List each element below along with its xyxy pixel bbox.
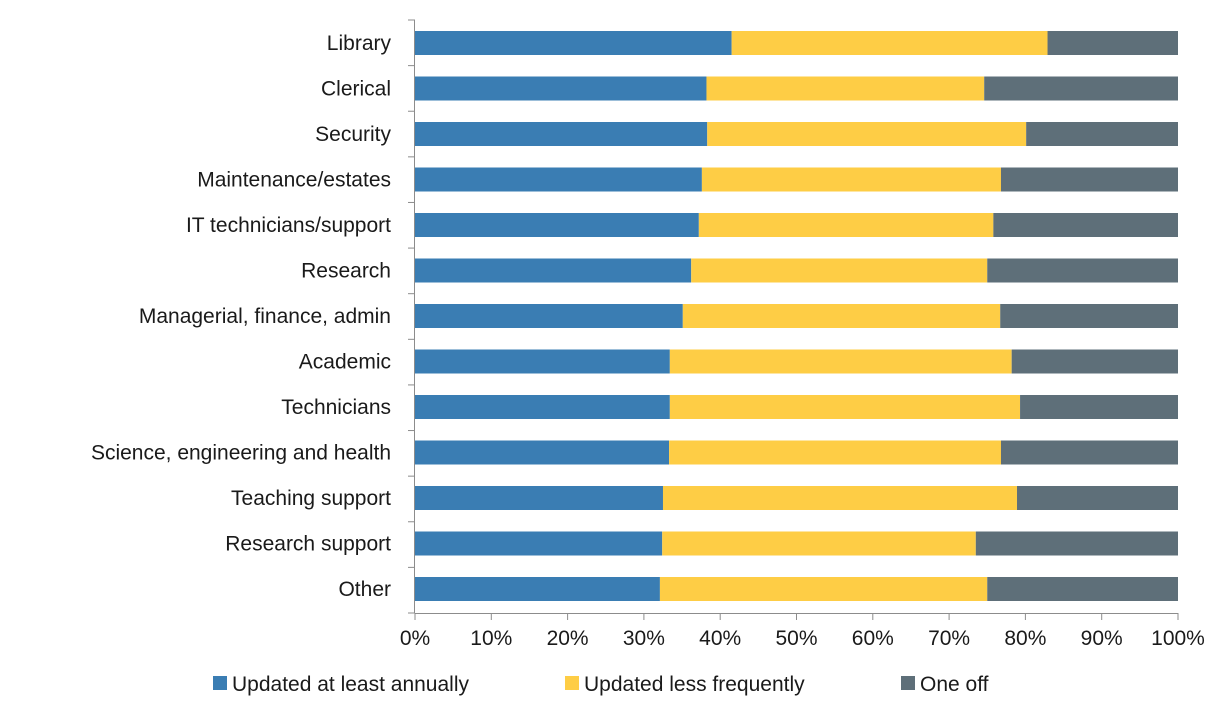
bar-segment (415, 122, 708, 146)
legend-swatch (565, 676, 579, 690)
x-tick-label: 10% (470, 627, 512, 650)
x-tick-label: 60% (852, 627, 894, 650)
bar-segment (987, 258, 1178, 283)
bar-segment (415, 395, 670, 419)
legend-label: Updated less frequently (584, 673, 805, 696)
x-tick-label: 80% (1004, 627, 1046, 650)
bar-segment (415, 349, 670, 374)
category-label: Academic (299, 351, 391, 374)
legend-swatch (901, 676, 915, 690)
bar-segment (1017, 486, 1178, 510)
bar-segment (698, 213, 994, 237)
bar-segment (415, 531, 663, 556)
x-tick-label: 100% (1151, 627, 1205, 650)
bar-segment (415, 213, 699, 237)
category-label: Managerial, finance, admin (139, 305, 391, 328)
x-tick-label: 40% (699, 627, 741, 650)
bar-segment (1000, 440, 1178, 465)
bar-segment (975, 531, 1178, 556)
x-tick-label: 50% (775, 627, 817, 650)
bar-segment (415, 167, 702, 192)
category-label: Library (327, 32, 392, 55)
category-label: Research (301, 260, 391, 283)
bar-segment (731, 31, 1048, 55)
category-label: IT technicians/support (186, 214, 391, 237)
bar-segment (415, 258, 692, 283)
bar-segment (415, 76, 707, 101)
category-label: Research support (225, 533, 391, 556)
x-tick-label: 90% (1081, 627, 1123, 650)
bar-segment (669, 440, 1001, 465)
bar-segment (987, 577, 1178, 601)
category-labels: Library Clerical Security Maintenance/estat… (91, 32, 392, 601)
bar-segment (415, 31, 732, 55)
axes-group (408, 19, 1179, 620)
bar-segment (415, 304, 683, 328)
legend-swatch (213, 676, 227, 690)
x-tick-label: 20% (547, 627, 589, 650)
bar-segment (1047, 31, 1178, 55)
bar-segment (701, 167, 1001, 192)
x-tick-label: 0% (400, 627, 430, 650)
bar-segment (1026, 122, 1178, 146)
legend: Updated at least annually Updated less fr… (213, 673, 989, 696)
bar-segment (1020, 395, 1178, 419)
x-tick-labels: 0% 10% 20% 30% 40% 50% 60% 70% 80% 90% 100% (400, 627, 1205, 650)
bar-segment (1011, 349, 1178, 374)
category-label: Maintenance/estates (197, 169, 391, 192)
category-label: Teaching support (231, 487, 391, 510)
bar-segment (706, 76, 985, 101)
category-label: Other (338, 578, 391, 601)
x-tick-label: 30% (623, 627, 665, 650)
legend-label: Updated at least annually (232, 673, 469, 696)
bar-segment (669, 349, 1012, 374)
bar-segment (662, 531, 976, 556)
bar-segment (1000, 167, 1178, 192)
bar-segment (707, 122, 1027, 146)
bar-segment (993, 213, 1178, 237)
bar-segment (415, 440, 670, 465)
bar-segment (1000, 304, 1178, 328)
bars-group (415, 31, 1178, 601)
category-label: Science, engineering and health (91, 442, 391, 465)
bar-segment (415, 486, 663, 510)
bar-segment (659, 577, 988, 601)
bar-segment (691, 258, 988, 283)
category-label: Technicians (281, 396, 391, 419)
bar-segment (984, 76, 1178, 101)
category-label: Security (315, 123, 391, 146)
bar-segment (662, 486, 1018, 510)
bar-segment (682, 304, 1001, 328)
x-tick-label: 70% (928, 627, 970, 650)
bar-segment (669, 395, 1021, 419)
bar-segment (415, 577, 660, 601)
legend-label: One off (920, 673, 989, 696)
category-label: Clerical (321, 78, 391, 101)
